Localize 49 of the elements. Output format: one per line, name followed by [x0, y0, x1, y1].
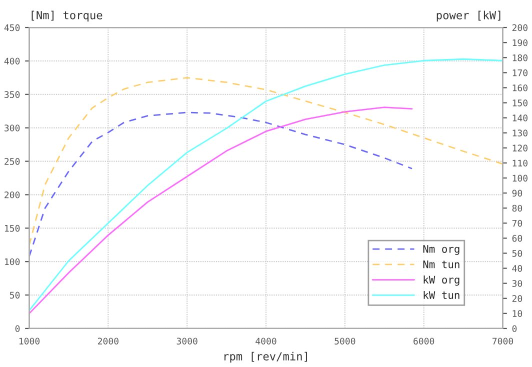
y2-tick-label: 70	[512, 220, 522, 227]
y-tick-label: 50	[10, 292, 20, 299]
legend-label: Nm tun	[423, 260, 460, 268]
y-tick-label: 400	[4, 58, 20, 65]
y2-tick-label: 130	[512, 130, 528, 136]
y2-tick-label: 180	[512, 54, 528, 62]
y2-tick-label: 150	[512, 100, 528, 106]
y2-tick-label: 20	[512, 295, 522, 302]
y2-tick-label: 80	[512, 204, 522, 212]
y2-tick-label: 100	[512, 174, 528, 182]
y-tick-label: 150	[5, 224, 20, 232]
y-tick-label: 350	[4, 91, 20, 98]
legend-label: kW org	[424, 276, 460, 286]
x-tick-label: 4000	[256, 338, 276, 345]
x-tick-label: 6000	[414, 338, 434, 345]
line-series	[29, 112, 413, 257]
y2-tick-label: 30	[512, 280, 522, 287]
y2-tick-label: 120	[512, 144, 528, 152]
line-series	[29, 58, 503, 312]
y2-tick-label: 0	[512, 325, 517, 332]
x-tick-label: 1000	[19, 338, 40, 345]
y2-tick-label: 40	[512, 265, 522, 272]
y2-tick-label: 10	[512, 310, 522, 317]
x-tick-label: 7000	[492, 338, 514, 345]
y-tick-label: 100	[5, 258, 20, 266]
y2-tick-label: 140	[512, 114, 528, 122]
y2-tick-label: 50	[512, 250, 522, 257]
y-axis-title: [Nm] torque	[32, 10, 102, 22]
line-series	[29, 76, 503, 246]
y-tick-label: 450	[4, 24, 20, 32]
legend-label: Nm org	[423, 245, 460, 255]
y-tick-label: 0	[15, 325, 20, 332]
y-tick-label: 300	[4, 124, 20, 132]
y-tick-label: 200	[4, 191, 20, 198]
y2-tick-label: 190	[512, 39, 528, 46]
y2-tick-label: 60	[512, 234, 522, 242]
y2-tick-label: 90	[512, 190, 522, 197]
x-tick-label: 3000	[176, 338, 198, 345]
y2-tick-label: 110	[512, 160, 528, 167]
x-tick-label: 5000	[334, 338, 356, 345]
line-series	[29, 106, 413, 314]
y-tick-label: 250	[4, 158, 20, 165]
legend-label: kW tun	[424, 290, 460, 300]
y2-axis-title: power [kW]	[436, 10, 500, 22]
y2-tick-label: 200	[512, 24, 528, 32]
x-axis-title: rpm [rev/min]	[224, 352, 307, 363]
y2-tick-label: 160	[512, 84, 528, 92]
y2-tick-label: 170	[512, 69, 528, 76]
x-tick-label: 2000	[98, 338, 118, 345]
